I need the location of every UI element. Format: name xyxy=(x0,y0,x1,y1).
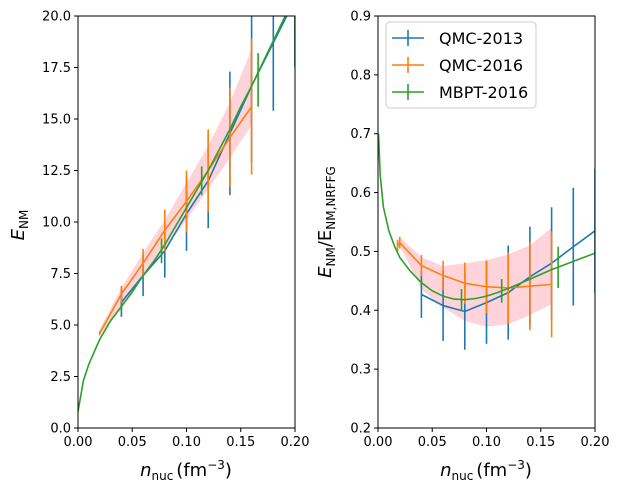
left-ytick-label: 15.0 xyxy=(42,113,71,128)
left-plot-area xyxy=(78,16,295,412)
right-panel: 0.00 0.05 0.10 0.15 0.20 0.2 0.3 0.4 0.5 0.6 0.7 0.… xyxy=(315,10,609,484)
right-ticks: 0.00 0.05 0.10 0.15 0.20 0.2 0.3 0.4 0.5 0.6 0.7 0.… xyxy=(350,10,609,451)
legend-box xyxy=(385,21,537,109)
right-ytick-label: 0.8 xyxy=(350,68,371,83)
left-ytick-label: 20.0 xyxy=(42,10,71,25)
left-series-line-mbpt-2016 xyxy=(78,16,287,412)
right-xlabel-main: n xyxy=(440,460,451,481)
left-xlabel-exp: −3 xyxy=(207,458,225,472)
left-xtick-label: 0.15 xyxy=(226,435,255,450)
right-ylabel-sub: NM xyxy=(324,247,338,266)
right-series-line-mbpt-2016 xyxy=(378,133,595,301)
left-ytick-label: 2.5 xyxy=(50,370,71,385)
left-xlabel: nnuc (fm−3) xyxy=(140,458,232,483)
left-series-line-qmc-2016 xyxy=(99,106,253,334)
right-ytick-label: 0.4 xyxy=(350,304,371,319)
right-ylabel-sub2: NM,NRFFG xyxy=(324,166,338,230)
left-xlabel-main: n xyxy=(140,460,151,481)
right-xtick-label: 0.15 xyxy=(526,435,555,450)
left-ytick-label: 17.5 xyxy=(42,61,71,76)
left-ytick-label: 5.0 xyxy=(50,319,71,334)
left-xtick-label: 0.00 xyxy=(64,435,93,450)
right-plot-area xyxy=(378,133,595,350)
left-ytick-label: 7.5 xyxy=(50,267,71,282)
right-xtick-label: 0.10 xyxy=(472,435,501,450)
right-xlabel-close: ) xyxy=(525,460,532,481)
left-xlabel-units: (fm xyxy=(176,460,207,481)
left-xlabel-close: ) xyxy=(225,460,232,481)
left-xtick-label: 0.05 xyxy=(118,435,147,450)
right-ylabel-slash: /E xyxy=(315,230,336,247)
right-xlabel-exp: −3 xyxy=(507,458,525,472)
left-ylabel: ENM xyxy=(8,210,31,241)
left-xlabel-sub: nuc xyxy=(151,469,173,483)
left-ylabel-main: E xyxy=(8,228,29,240)
right-ytick-label: 0.2 xyxy=(350,422,371,437)
right-xtick-label: 0.00 xyxy=(364,435,393,450)
right-ylabel: ENM/ENM,NRFFG xyxy=(315,166,338,278)
right-ytick-label: 0.7 xyxy=(350,127,371,142)
right-ytick-label: 0.6 xyxy=(350,186,371,201)
left-uncertainty-band xyxy=(99,48,252,336)
left-ytick-label: 12.5 xyxy=(42,164,71,179)
left-xtick-label: 0.10 xyxy=(172,435,201,450)
right-ytick-label: 0.5 xyxy=(350,245,371,260)
left-ticks: 0.00 0.05 0.10 0.15 0.20 0.0 2.5 5.0 7.5 10.0 12.5… xyxy=(42,10,309,451)
right-ytick-label: 0.9 xyxy=(350,10,371,25)
legend-label-qmc-2016: QMC-2016 xyxy=(439,56,523,75)
left-ytick-label: 0.0 xyxy=(50,422,71,437)
right-xlabel: nnuc (fm−3) xyxy=(440,458,532,483)
left-xtick-label: 0.20 xyxy=(281,435,310,450)
left-ylabel-sub: NM xyxy=(17,210,31,229)
right-ylabel-main: E xyxy=(315,266,336,278)
right-xtick-label: 0.20 xyxy=(581,435,610,450)
right-xtick-label: 0.05 xyxy=(418,435,447,450)
right-ytick-label: 0.3 xyxy=(350,363,371,378)
left-ytick-label: 10.0 xyxy=(42,216,71,231)
left-panel: 0.00 0.05 0.10 0.15 0.20 0.0 2.5 5.0 7.5 10.0 12.5… xyxy=(8,10,309,484)
right-xlabel-units: (fm xyxy=(476,460,507,481)
right-xlabel-sub: nuc xyxy=(451,469,473,483)
legend-label-qmc-2013: QMC-2013 xyxy=(439,29,523,48)
legend: QMC-2013 QMC-2016 MBPT-2016 xyxy=(385,21,537,109)
legend-label-mbpt-2016: MBPT-2016 xyxy=(439,83,528,102)
